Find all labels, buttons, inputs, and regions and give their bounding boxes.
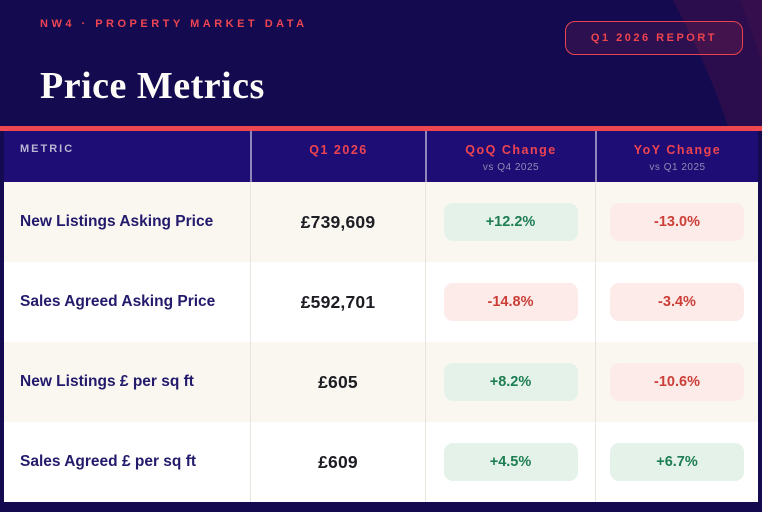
metric-value: £605: [318, 371, 358, 392]
accent-divider: [0, 126, 762, 131]
yoy-badge: +6.7%: [610, 443, 744, 481]
qoq-badge: -14.8%: [443, 283, 578, 321]
page-title: Price Metrics: [40, 65, 265, 107]
qoq-badge: +8.2%: [443, 363, 578, 401]
column-header-label: METRIC: [20, 143, 75, 155]
metric-label: New Listings Asking Price: [20, 213, 214, 230]
price-metrics-table: METRIC Q1 2026 QoQ Change vs Q4 2025 YoY…: [4, 131, 758, 502]
table-row: Sales Agreed £ per sq ft £609 +4.5% +6.7…: [4, 422, 758, 502]
breadcrumb-eyebrow: NW4 · PROPERTY MARKET DATA: [40, 18, 308, 30]
metric-value: £609: [318, 451, 358, 472]
column-header-label: Q1 2026: [309, 143, 368, 157]
metric-label: New Listings £ per sq ft: [20, 373, 194, 390]
table-header-row: METRIC Q1 2026 QoQ Change vs Q4 2025 YoY…: [4, 131, 758, 182]
qoq-badge: +4.5%: [443, 443, 578, 481]
table-row: Sales Agreed Asking Price £592,701 -14.8…: [4, 262, 758, 342]
table-row: New Listings £ per sq ft £605 +8.2% -10.…: [4, 342, 758, 422]
report-period-button[interactable]: Q1 2026 REPORT: [564, 21, 743, 55]
column-header-yoy-change: YoY Change vs Q1 2025: [595, 131, 758, 182]
yoy-badge: -10.6%: [610, 363, 744, 401]
metric-value: £739,609: [300, 211, 376, 232]
table-body: New Listings Asking Price £739,609 +12.2…: [4, 182, 758, 502]
yoy-badge: -13.0%: [610, 203, 744, 241]
metric-label: Sales Agreed Asking Price: [20, 293, 216, 310]
column-header-q1-2026: Q1 2026: [250, 131, 425, 182]
metric-label: Sales Agreed £ per sq ft: [20, 453, 197, 470]
column-header-metric: METRIC: [4, 131, 250, 182]
column-header-subtitle: vs Q1 2025: [649, 162, 706, 173]
table-row: New Listings Asking Price £739,609 +12.2…: [4, 182, 758, 262]
column-header-subtitle: vs Q4 2025: [482, 162, 540, 173]
page-header: NW4 · PROPERTY MARKET DATA Q1 2026 REPOR…: [0, 0, 762, 126]
yoy-badge: -3.4%: [610, 283, 744, 321]
column-header-qoq-change: QoQ Change vs Q4 2025: [425, 131, 595, 182]
metric-value: £592,701: [300, 291, 376, 312]
qoq-badge: +12.2%: [443, 203, 578, 241]
column-header-label: YoY Change: [633, 143, 722, 157]
column-header-label: QoQ Change: [465, 143, 557, 157]
